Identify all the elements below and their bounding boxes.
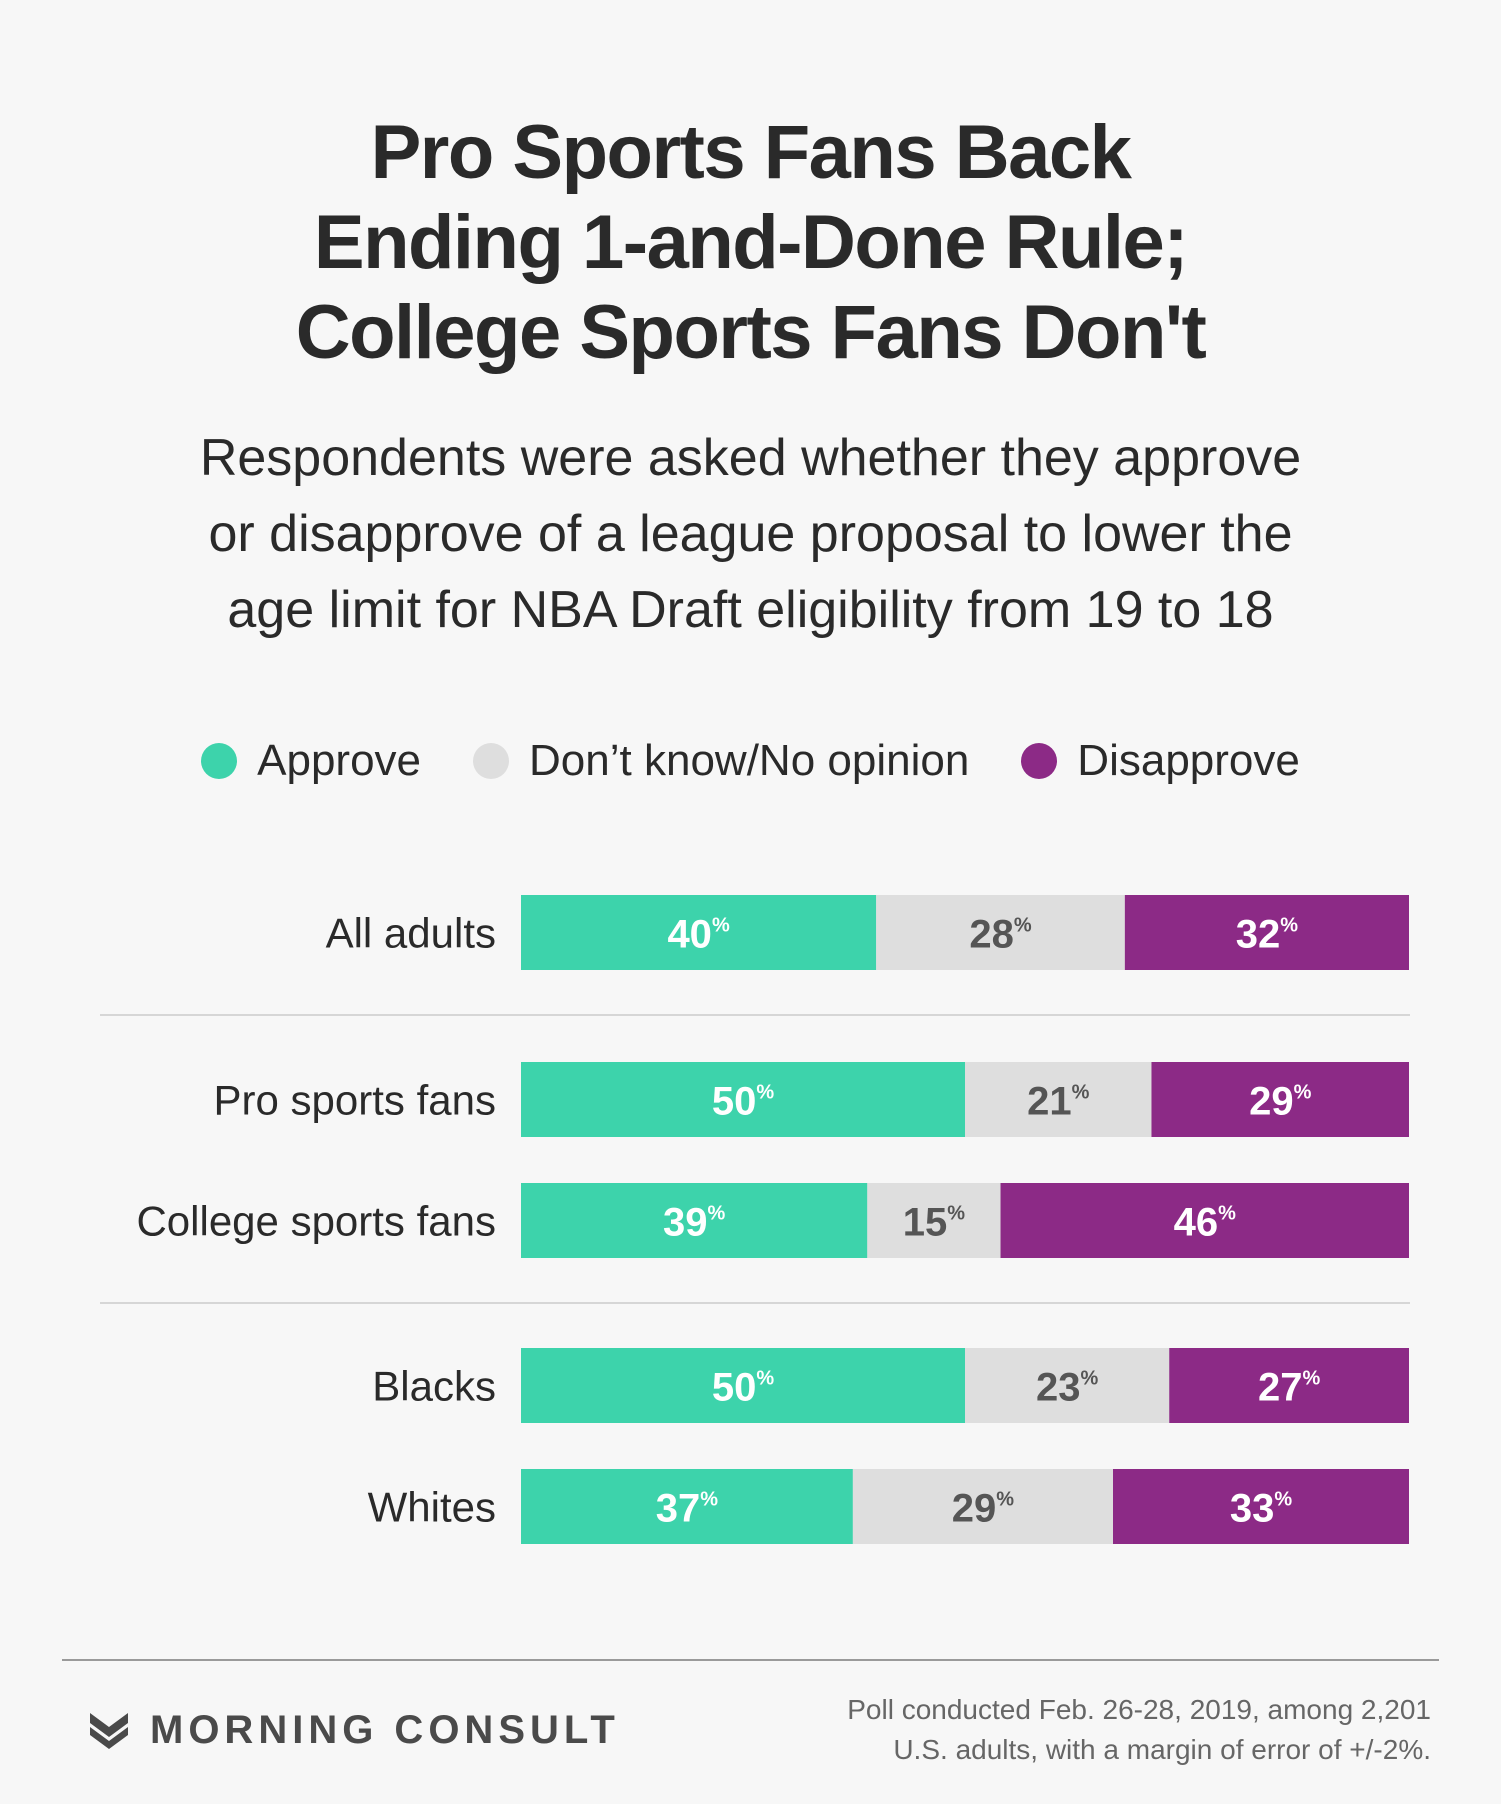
category-label: Pro sports fans bbox=[214, 1077, 496, 1124]
note-line: Poll conducted Feb. 26-28, 2019, among 2… bbox=[847, 1694, 1431, 1725]
bar-segment bbox=[1000, 1183, 1409, 1258]
stacked-bar-chart: All adults 40% 28% 32%Pro sports fans 50% 21%… bbox=[136, 895, 1409, 1544]
legend-label: Disapprove bbox=[1077, 736, 1300, 785]
brand-name: MORNING CONSULT bbox=[150, 1708, 620, 1752]
chart-title: Pro Sports Fans Back Ending 1-and-Done R… bbox=[0, 108, 1501, 378]
legend-item-approve: Approve bbox=[201, 736, 421, 786]
data-label: 27% bbox=[1258, 1366, 1321, 1410]
note-line: U.S. adults, with a margin of error of +… bbox=[893, 1734, 1431, 1765]
legend-dot-disapprove bbox=[1021, 743, 1058, 779]
source-note: Poll conducted Feb. 26-28, 2019, among 2… bbox=[711, 1690, 1431, 1770]
subtitle-line: Respondents were asked whether they appr… bbox=[199, 429, 1302, 487]
data-label: 29% bbox=[952, 1487, 1015, 1531]
bar-segment bbox=[1113, 1469, 1409, 1544]
legend-label: Don’t know/No opinion bbox=[529, 736, 970, 785]
chart-subtitle: Respondents were asked whether they appr… bbox=[60, 420, 1441, 648]
title-line: College Sports Fans Don't bbox=[295, 290, 1207, 375]
title-line: Ending 1-and-Done Rule; bbox=[313, 200, 1189, 285]
bar-segment bbox=[521, 1348, 965, 1423]
subtitle-line: age limit for NBA Draft eligibility from… bbox=[227, 581, 1274, 639]
group-divider bbox=[100, 1302, 1410, 1304]
category-label: All adults bbox=[326, 910, 496, 957]
category-label: College sports fans bbox=[136, 1198, 496, 1245]
subtitle-line: or disapprove of a league proposal to lo… bbox=[208, 505, 1293, 563]
title-line: Pro Sports Fans Back bbox=[370, 110, 1132, 195]
category-label: Blacks bbox=[372, 1363, 496, 1410]
bar-segment bbox=[1151, 1062, 1409, 1137]
bar-segment bbox=[1169, 1348, 1409, 1423]
brand: MORNING CONSULT bbox=[90, 1708, 620, 1753]
legend-label: Approve bbox=[257, 736, 422, 785]
group-divider bbox=[100, 1014, 1410, 1016]
morning-consult-logo-icon bbox=[90, 1712, 128, 1749]
bar-segment bbox=[521, 1469, 853, 1544]
bar-segment bbox=[521, 1062, 965, 1137]
bar-segment bbox=[876, 895, 1125, 970]
bar-segment bbox=[965, 1348, 1170, 1423]
bar-segment bbox=[965, 1062, 1152, 1137]
legend-item-dont-know: Don’t know/No opinion bbox=[473, 736, 969, 786]
legend-dot-approve bbox=[201, 743, 238, 779]
footer-divider bbox=[62, 1659, 1439, 1661]
bar-segment bbox=[852, 1469, 1113, 1544]
category-label: Whites bbox=[368, 1484, 496, 1531]
bar-segment bbox=[521, 895, 877, 970]
legend-dot-dont-know bbox=[473, 743, 510, 779]
legend-item-disapprove: Disapprove bbox=[1021, 736, 1300, 786]
bar-segment bbox=[1124, 895, 1409, 970]
legend: Approve Don’t know/No opinion Disapprove bbox=[0, 736, 1501, 786]
bar-segment bbox=[867, 1183, 1001, 1258]
data-label: 39% bbox=[663, 1201, 726, 1245]
bar-segment bbox=[521, 1183, 868, 1258]
